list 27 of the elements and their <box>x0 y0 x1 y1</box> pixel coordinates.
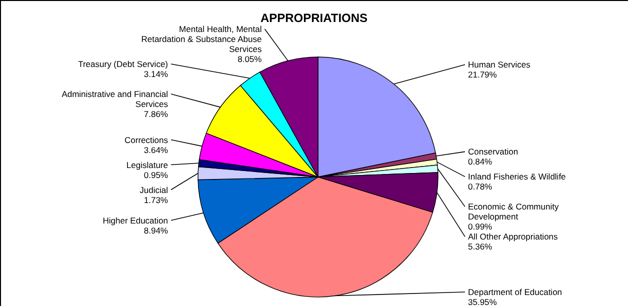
slice-label: Administrative and Financial Services <box>62 89 168 109</box>
data-label: 0.78% <box>468 182 493 192</box>
slice-label: Treasury (Debt Service) <box>78 59 168 69</box>
data-label: 8.94% <box>144 225 168 236</box>
slice-label: All Other Appropriations <box>468 232 558 242</box>
slice-label: Corrections <box>124 134 168 145</box>
data-label: 0.99% <box>468 222 493 232</box>
data-label: 5.36% <box>468 242 493 252</box>
slice-label: Higher Education <box>102 215 168 226</box>
slice-label: Human Services <box>468 60 530 70</box>
data-label: 7.86% <box>144 109 168 119</box>
slice-label: Judicial <box>140 184 168 195</box>
data-label: 35.95% <box>468 297 498 307</box>
slice-label: Department of Education <box>468 287 562 297</box>
slice-label: Economic & Community Development <box>468 202 560 222</box>
slice-label: Inland Fisheries & Wildlife <box>468 172 566 182</box>
data-label: 3.14% <box>144 69 168 79</box>
slice-label: Mental Health, Mental Retardation & Substance Abuse Services <box>141 24 262 54</box>
slice-label: Legislature <box>126 160 168 170</box>
data-label: 8.05% <box>238 54 262 64</box>
data-label: 0.84% <box>468 156 493 167</box>
chart-title: APPROPRIATIONS <box>260 11 368 25</box>
data-label: 0.95% <box>144 170 168 180</box>
data-label: 21.79% <box>468 70 498 80</box>
data-label: 1.73% <box>144 194 168 205</box>
slice-label: Conservation <box>468 146 518 157</box>
data-label: 3.64% <box>144 144 168 155</box>
